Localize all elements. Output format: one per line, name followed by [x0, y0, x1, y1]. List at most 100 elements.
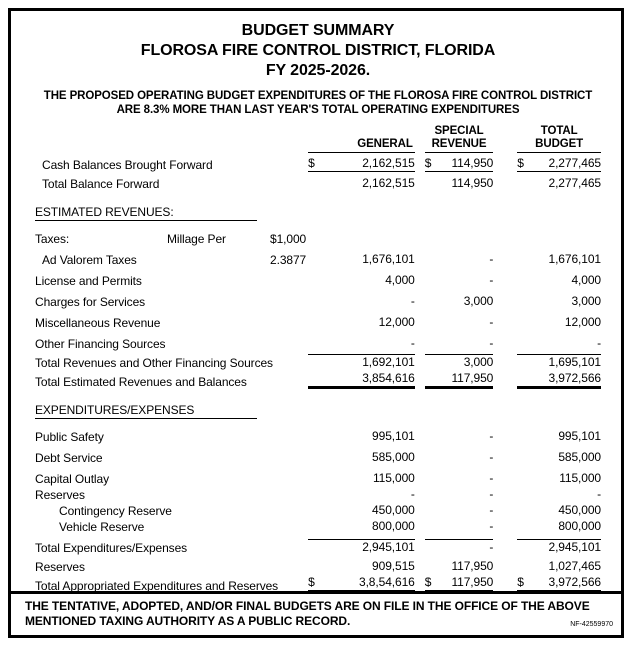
total-budget-value: 12,000 — [564, 315, 601, 329]
total-budget-value: - — [597, 487, 601, 501]
general-value-cell: 800,000 — [308, 519, 415, 534]
general-value-cell: 450,000 — [308, 503, 415, 518]
row-label-cell: Public Safety — [35, 430, 308, 444]
total-budget-value-cell: $ 3,972,566 — [517, 575, 601, 591]
total-budget-value: 1,676,101 — [548, 252, 602, 266]
special-revenue-value: - — [489, 487, 494, 501]
row-label: Debt Service — [35, 451, 103, 465]
general-value: 800,000 — [372, 519, 415, 533]
special-revenue-value: 114,950 — [451, 156, 494, 170]
budget-table: Cash Balances Brought Forward $ 2,162,51… — [35, 153, 601, 591]
total-budget-value: 585,000 — [558, 450, 601, 464]
row-label: Reserves — [35, 560, 85, 574]
general-value-cell: - — [308, 294, 415, 309]
total-budget-value-cell — [517, 245, 601, 246]
general-value-cell: 909,515 — [308, 559, 415, 574]
row-label: Total Estimated Revenues and Balances — [35, 375, 247, 389]
total-budget-value: 115,000 — [559, 471, 601, 485]
general-value: 12,000 — [378, 315, 415, 329]
row-label-cell: Total Appropriated Expenditures and Rese… — [35, 579, 308, 591]
column-headers: GENERAL SPECIAL REVENUE TOTAL BUDGET — [35, 125, 602, 153]
general-value: - — [410, 294, 415, 308]
row-extra-value — [306, 560, 308, 574]
table-row: Miscellaneous Revenue 12,000 - 12,000 — [35, 309, 601, 330]
total-budget-value-cell: - — [517, 487, 601, 502]
row-label: Vehicle Reserve — [59, 520, 145, 534]
special-revenue-value-cell: 3,000 — [424, 354, 493, 370]
row-label: Capital Outlay — [35, 472, 109, 486]
row-spacer — [35, 191, 601, 195]
district-title: FLOROSA FIRE CONTROL DISTRICT, FLORIDA — [140, 42, 496, 59]
row-label-cell: Taxes: Millage Per $1,000 — [35, 232, 308, 246]
row-label-cell: Total Expenditures/Expenses — [35, 541, 308, 555]
special-revenue-value: 117,950 — [451, 559, 494, 573]
row-label: Ad Valorem Taxes — [42, 253, 137, 267]
table-row: Charges for Services - 3,000 3,000 — [35, 288, 601, 309]
general-value: 1,676,101 — [362, 252, 415, 266]
budget-summary-title: BUDGET SUMMARY — [241, 22, 395, 39]
special-revenue-value-cell: 117,950 — [425, 559, 494, 574]
special-revenue-value: 117,950 — [451, 371, 494, 385]
dollar-sign: $ — [424, 575, 432, 589]
general-value-cell: 115,000 — [308, 471, 415, 486]
table-row: Total Estimated Revenues and Balances 3,… — [35, 370, 601, 389]
special-revenue-value-cell: - — [425, 336, 494, 351]
row-label-cell: Capital Outlay — [35, 472, 308, 486]
special-header-line2: REVENUE — [431, 138, 487, 150]
column-header-general: GENERAL — [308, 138, 415, 153]
special-revenue-value-cell: - — [425, 519, 493, 534]
budget-notice-line1: THE PROPOSED OPERATING BUDGET EXPENDITUR… — [43, 90, 593, 102]
table-row: Public Safety 995,101 - 995,101 — [35, 423, 601, 444]
total-budget-value: 1,027,465 — [548, 559, 602, 573]
section-heading: ESTIMATED REVENUES: — [35, 205, 257, 221]
general-value: - — [410, 336, 415, 350]
row-extra-value — [306, 488, 308, 502]
table-row: Total Revenues and Other Financing Sourc… — [35, 351, 601, 370]
special-revenue-value-cell — [425, 245, 494, 246]
total-budget-value: 800,000 — [558, 519, 601, 533]
special-revenue-value-cell: - — [425, 503, 493, 518]
row-label-cell: Total Revenues and Other Financing Sourc… — [35, 356, 308, 370]
row-extra-value — [306, 451, 308, 465]
row-extra-value — [306, 316, 308, 330]
row-extra-value — [306, 430, 308, 444]
general-value-cell: 3,854,616 — [308, 371, 415, 389]
total-budget-value-cell: 995,101 — [517, 429, 601, 444]
general-value-cell: 2,945,101 — [308, 539, 415, 555]
general-value: 115,000 — [372, 471, 415, 485]
row-extra-value — [306, 375, 308, 389]
row-label: Contingency Reserve — [59, 504, 172, 518]
total-budget-value-cell: 800,000 — [517, 519, 601, 534]
row-extra-value — [306, 158, 308, 172]
column-header-total-budget: TOTAL BUDGET — [517, 125, 602, 153]
total-budget-value: 1,695,101 — [548, 355, 602, 369]
footer-note: THE TENTATIVE, ADOPTED, AND/OR FINAL BUD… — [11, 591, 621, 635]
special-revenue-value-cell: - — [425, 487, 494, 502]
special-revenue-value-cell: - — [425, 273, 493, 288]
table-row: Vehicle Reserve 800,000 - 800,000 — [35, 518, 601, 534]
row-label-cell: Cash Balances Brought Forward — [35, 158, 308, 172]
table-row: Debt Service 585,000 - 585,000 — [35, 444, 601, 465]
row-label-cell: Charges for Services — [35, 295, 308, 309]
row-extra-value — [306, 504, 308, 518]
row-label: Total Revenues and Other Financing Sourc… — [35, 356, 273, 370]
general-value-cell: 585,000 — [308, 450, 415, 465]
total-header-line2: BUDGET — [535, 138, 584, 150]
total-budget-value: 2,277,465 — [548, 176, 602, 190]
total-budget-value-cell: 3,972,566 — [517, 371, 601, 389]
total-budget-value-cell: 1,695,101 — [517, 354, 601, 370]
total-budget-value-cell: 115,000 — [517, 471, 601, 486]
row-label: Miscellaneous Revenue — [35, 316, 161, 330]
table-row: Taxes: Millage Per $1,000 — [35, 225, 601, 246]
special-revenue-value-cell: 3,000 — [425, 294, 494, 309]
row-label-cell: Vehicle Reserve — [35, 520, 308, 534]
special-revenue-value: - — [489, 471, 494, 485]
general-value: 2,162,515 — [362, 176, 415, 190]
general-value-cell: $ 2,162,515 — [308, 156, 415, 172]
general-value: 3,854,616 — [362, 371, 415, 385]
document-border: BUDGET SUMMARY FLOROSA FIRE CONTROL DIST… — [8, 8, 624, 638]
special-revenue-value: - — [489, 336, 494, 350]
general-value-cell — [308, 245, 415, 246]
row-label: Total Expenditures/Expenses — [35, 541, 188, 555]
